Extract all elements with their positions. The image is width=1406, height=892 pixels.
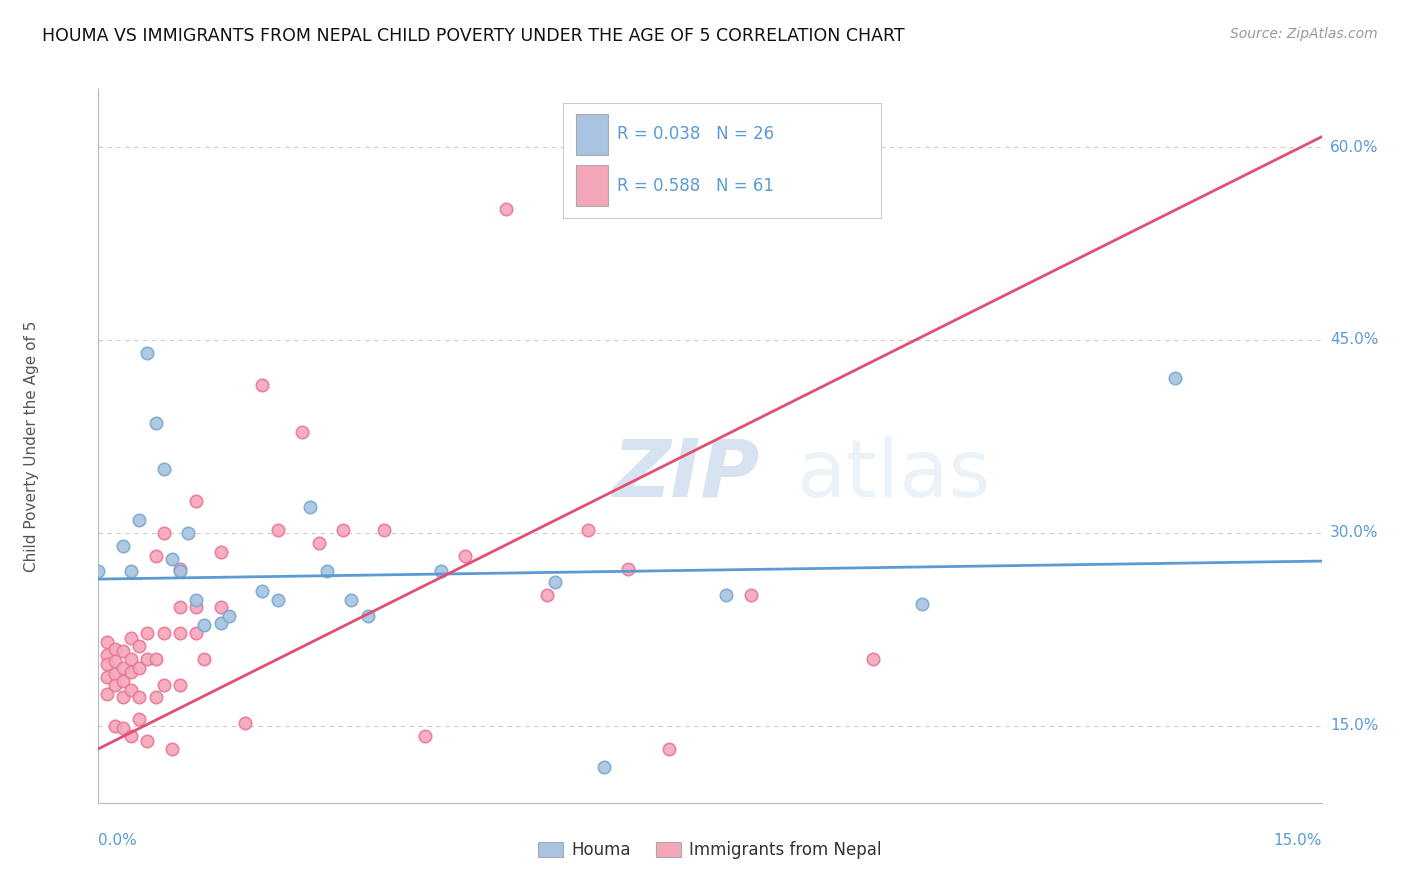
Point <box>96 686 118 700</box>
Point <box>136 734 159 748</box>
Point <box>111 661 134 675</box>
Point <box>128 513 150 527</box>
Point <box>911 597 934 611</box>
Point <box>145 549 167 563</box>
Point <box>120 682 142 697</box>
Point <box>299 500 322 514</box>
Point <box>169 562 191 576</box>
Point <box>186 600 208 615</box>
Point <box>209 615 232 630</box>
Point <box>186 493 208 508</box>
Point <box>315 565 337 579</box>
Point <box>186 626 208 640</box>
Point <box>218 609 240 624</box>
Point <box>120 631 142 645</box>
Point <box>128 712 150 726</box>
Point <box>120 565 142 579</box>
Text: 30.0%: 30.0% <box>1330 525 1378 541</box>
Point <box>177 525 200 540</box>
Point <box>373 523 395 537</box>
Point <box>593 760 616 774</box>
Point <box>169 600 191 615</box>
Point <box>250 378 273 392</box>
Point <box>356 609 378 624</box>
Point <box>340 592 363 607</box>
Point <box>430 565 453 579</box>
Point <box>128 690 150 705</box>
Point <box>308 536 330 550</box>
Text: 15.0%: 15.0% <box>1330 718 1378 733</box>
Point <box>136 652 159 666</box>
Point <box>193 652 215 666</box>
Point <box>152 525 174 540</box>
Point <box>152 461 174 475</box>
Text: Source: ZipAtlas.com: Source: ZipAtlas.com <box>1230 27 1378 41</box>
Point <box>87 565 110 579</box>
Point <box>495 202 517 216</box>
Point <box>169 626 191 640</box>
Point <box>413 729 436 743</box>
Point <box>145 417 167 431</box>
Point <box>120 729 142 743</box>
Point <box>267 523 290 537</box>
Point <box>104 641 127 656</box>
Point <box>111 644 134 658</box>
Point <box>740 587 762 601</box>
Text: Child Poverty Under the Age of 5: Child Poverty Under the Age of 5 <box>24 320 38 572</box>
Point <box>104 667 127 681</box>
Point <box>120 652 142 666</box>
Point <box>332 523 354 537</box>
Point <box>104 654 127 668</box>
Text: ZIP: ZIP <box>612 435 759 514</box>
Point <box>233 716 256 731</box>
Text: 60.0%: 60.0% <box>1330 139 1378 154</box>
Point <box>111 539 134 553</box>
Point <box>193 618 215 632</box>
Point <box>291 425 314 440</box>
Text: 45.0%: 45.0% <box>1330 333 1378 347</box>
Point <box>576 523 599 537</box>
Point <box>169 565 191 579</box>
Point <box>104 677 127 691</box>
Point <box>145 690 167 705</box>
Point <box>716 587 738 601</box>
Point <box>111 721 134 735</box>
Point <box>250 583 273 598</box>
Point <box>267 592 290 607</box>
Point <box>169 677 191 691</box>
Point <box>536 587 558 601</box>
Text: HOUMA VS IMMIGRANTS FROM NEPAL CHILD POVERTY UNDER THE AGE OF 5 CORRELATION CHAR: HOUMA VS IMMIGRANTS FROM NEPAL CHILD POV… <box>42 27 905 45</box>
Point <box>111 690 134 705</box>
Point <box>209 545 232 559</box>
Point <box>454 549 477 563</box>
Legend: Houma, Immigrants from Nepal: Houma, Immigrants from Nepal <box>531 835 889 866</box>
Point <box>186 592 208 607</box>
Point <box>1164 371 1187 385</box>
Point <box>862 652 884 666</box>
Point <box>145 652 167 666</box>
Point <box>128 661 150 675</box>
Point <box>120 665 142 679</box>
Point <box>658 741 681 756</box>
Point <box>136 626 159 640</box>
Point <box>160 551 183 566</box>
Text: 15.0%: 15.0% <box>1274 833 1322 848</box>
Point <box>96 648 118 662</box>
Point <box>209 600 232 615</box>
Point <box>544 574 567 589</box>
Point <box>821 176 844 190</box>
Point <box>96 670 118 684</box>
Point <box>136 345 159 359</box>
Point <box>96 657 118 671</box>
Point <box>617 562 640 576</box>
Text: 0.0%: 0.0% <box>98 833 138 848</box>
Point <box>104 719 127 733</box>
Point <box>160 741 183 756</box>
Point <box>152 677 174 691</box>
Point <box>152 626 174 640</box>
Point <box>128 639 150 653</box>
Point <box>111 673 134 688</box>
Point <box>96 635 118 649</box>
Text: atlas: atlas <box>796 435 990 514</box>
